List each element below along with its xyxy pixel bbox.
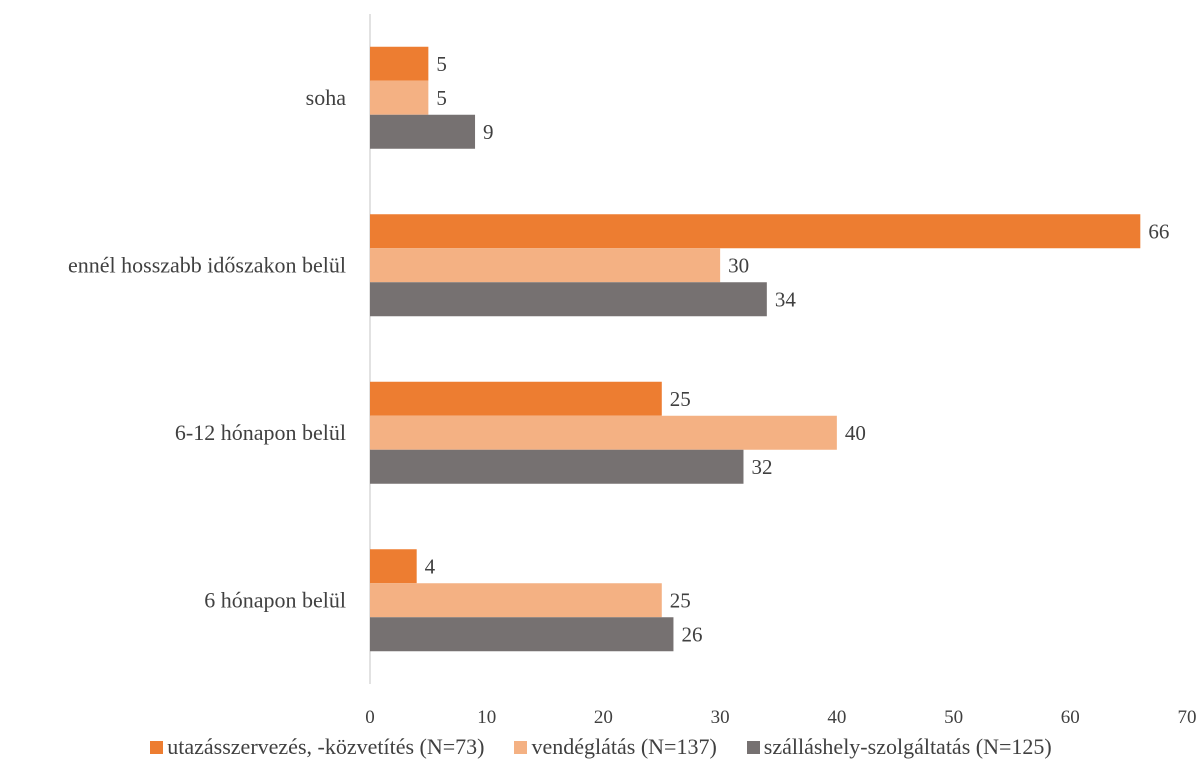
x-tick-label-0: 0 [365,707,375,728]
bar-soha-series-1 [370,80,429,115]
data-label-6-12-honapon-belul-series-0: 25 [670,387,691,411]
bar-soha-series-0 [370,46,429,81]
chart-legend: utazásszervezés, -közvetítés (N=73) vend… [0,727,1202,767]
x-tick-label-60: 60 [1061,707,1080,728]
legend-label-vendeglatas: vendéglátás (N=137) [531,734,717,759]
x-tick-label-10: 10 [477,707,496,728]
legend-item-szallashely: szálláshely-szolgáltatás (N=125) [746,734,1052,760]
x-tick-label-50: 50 [944,707,963,728]
bar-6-honapon-belul-series-1 [370,583,662,618]
bar-6-12-honapon-belul-series-1 [370,415,837,450]
category-label-6-12-honapon-belul: 6-12 hónapon belül [175,420,346,445]
data-label-soha-series-0: 5 [436,52,447,76]
legend-item-utazasszervezes: utazásszervezés, -közvetítés (N=73) [150,734,484,760]
legend-label-szallashely: szálláshely-szolgáltatás (N=125) [763,734,1052,759]
bar-6-honapon-belul-series-2 [370,617,674,652]
bar-soha-series-2 [370,114,476,149]
category-label-ennel-hosszabb-idoszakon-belul: ennél hosszabb időszakon belül [68,252,346,277]
data-label-soha-series-2: 9 [483,120,494,144]
data-label-ennel-hosszabb-idoszakon-belul-series-2: 34 [775,287,797,311]
data-label-ennel-hosszabb-idoszakon-belul-series-1: 30 [728,253,749,277]
data-label-6-honapon-belul-series-1: 25 [670,588,691,612]
legend-item-vendeglatas: vendéglátás (N=137) [514,734,717,760]
bar-ennel-hosszabb-idoszakon-belul-series-1 [370,248,721,283]
x-tick-label-20: 20 [594,707,613,728]
category-label-6-honapon-belul: 6 hónapon belül [204,587,346,612]
bar-6-12-honapon-belul-series-2 [370,449,744,484]
legend-swatch-szallashely [746,740,760,754]
bar-6-12-honapon-belul-series-0 [370,381,662,416]
data-label-ennel-hosszabb-idoszakon-belul-series-0: 66 [1148,219,1169,243]
data-label-6-12-honapon-belul-series-2: 32 [751,455,772,479]
x-tick-label-30: 30 [711,707,730,728]
data-label-soha-series-1: 5 [436,86,447,110]
x-tick-label-40: 40 [827,707,846,728]
legend-label-utazasszervezes: utazásszervezés, -közvetítés (N=73) [167,734,485,759]
x-tick-label-70: 70 [1178,707,1197,728]
legend-swatch-vendeglatas [514,740,528,754]
data-label-6-honapon-belul-series-0: 4 [425,554,436,578]
data-label-6-12-honapon-belul-series-1: 40 [845,421,866,445]
bar-ennel-hosszabb-idoszakon-belul-series-2 [370,282,767,317]
data-label-6-honapon-belul-series-2: 26 [681,622,702,646]
legend-swatch-utazasszervezes [150,740,164,754]
bar-6-honapon-belul-series-0 [370,549,417,584]
category-label-soha: soha [306,85,347,110]
bar-ennel-hosszabb-idoszakon-belul-series-0 [370,214,1141,249]
